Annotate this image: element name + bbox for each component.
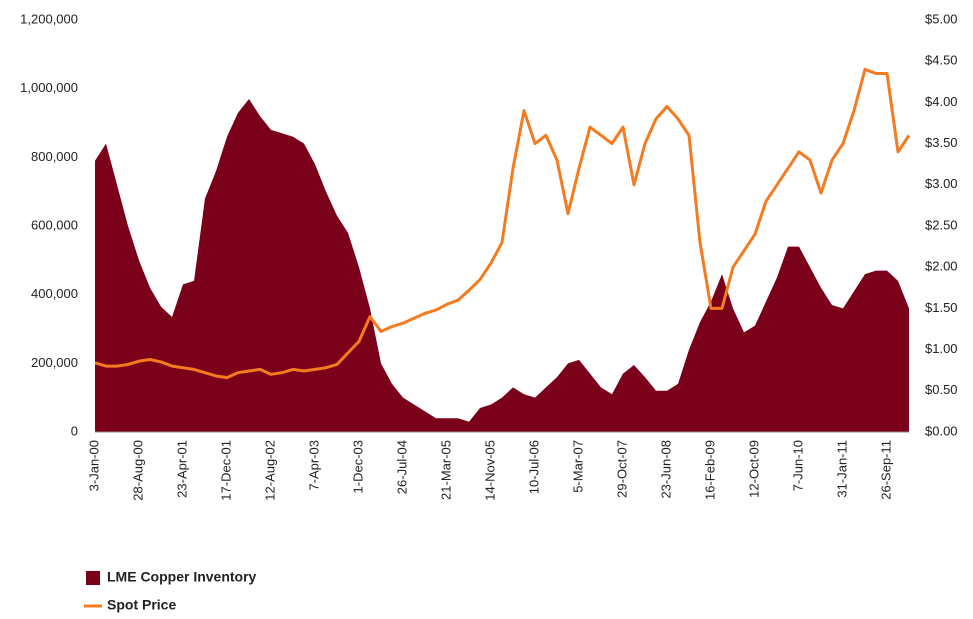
y2-tick-label: $2.50 (925, 217, 958, 232)
legend-label: Spot Price (107, 597, 176, 613)
x-tick-label: 29-Oct-07 (614, 440, 629, 498)
y-tick-label: 0 (71, 423, 78, 438)
x-tick-label: 23-Jun-08 (658, 440, 673, 499)
y-tick-label: 1,000,000 (20, 80, 78, 95)
y2-tick-label: $5.00 (925, 11, 958, 26)
x-tick-label: 21-Mar-05 (438, 440, 453, 500)
y2-tick-label: $3.50 (925, 135, 958, 150)
y2-tick-label: $3.00 (925, 176, 958, 191)
y2-tick-label: $0.00 (925, 423, 958, 438)
x-tick-label: 7-Jun-10 (790, 440, 805, 491)
legend-label: LME Copper Inventory (107, 569, 257, 585)
y2-tick-label: $0.50 (925, 382, 958, 397)
x-tick-label: 31-Jan-11 (834, 440, 849, 498)
y2-tick-label: $2.00 (925, 259, 958, 274)
y-tick-label: 1,200,000 (20, 11, 78, 26)
x-tick-label: 10-Jul-06 (526, 440, 541, 494)
x-tick-label: 1-Dec-03 (350, 440, 365, 493)
x-tick-label: 16-Feb-09 (702, 440, 717, 500)
x-tick-label: 26-Sep-11 (878, 440, 893, 500)
x-tick-label: 17-Dec-01 (218, 440, 233, 501)
x-tick-label: 12-Oct-09 (746, 440, 761, 498)
y-tick-label: 200,000 (31, 355, 78, 370)
x-tick-label: 7-Apr-03 (306, 440, 321, 491)
x-tick-label: 5-Mar-07 (570, 440, 585, 493)
y-tick-label: 600,000 (31, 217, 78, 232)
price-line (94, 67, 911, 380)
x-tick-label: 28-Aug-00 (130, 440, 145, 501)
y2-tick-label: $4.50 (925, 53, 958, 68)
y2-tick-label: $4.00 (925, 94, 958, 109)
x-tick-label: 3-Jan-00 (86, 440, 101, 491)
y-tick-label: 400,000 (31, 286, 78, 301)
y2-tick-label: $1.00 (925, 341, 958, 356)
x-tick-label: 12-Aug-02 (262, 440, 277, 501)
y-tick-label: 800,000 (31, 149, 78, 164)
legend-swatch (86, 571, 100, 585)
x-tick-label: 26-Jul-04 (394, 440, 409, 494)
x-tick-label: 14-Nov-05 (482, 440, 497, 501)
y2-tick-label: $1.50 (925, 300, 958, 315)
inventory-area (95, 98, 909, 432)
x-tick-label: 23-Apr-01 (174, 440, 189, 498)
